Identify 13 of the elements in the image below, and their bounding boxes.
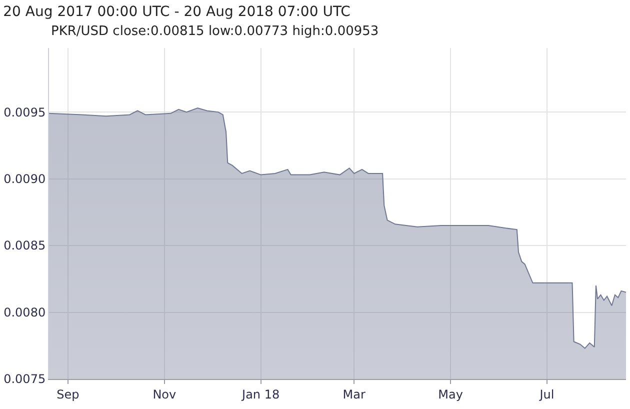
x-tick-label: Sep	[56, 387, 80, 402]
y-tick-label: 0.0080	[4, 305, 46, 320]
x-tick-label: Nov	[152, 387, 176, 402]
y-tick-label: 0.0075	[4, 372, 46, 386]
x-tick-label: Jan 18	[241, 387, 280, 402]
y-tick-label: 0.0090	[4, 172, 46, 186]
chart-subtitle: PKR/USD close:0.00815 low:0.00773 high:0.00953	[51, 24, 379, 39]
y-tick-label: 0.0085	[4, 238, 46, 253]
x-tick-label: Mar	[342, 387, 366, 402]
y-tick-label: 0.0095	[4, 105, 46, 120]
chart-title: 20 Aug 2017 00:00 UTC - 20 Aug 2018 07:00 UTC	[3, 4, 351, 20]
x-tick-label: Jul	[538, 387, 554, 402]
x-tick-label: May	[438, 387, 463, 402]
